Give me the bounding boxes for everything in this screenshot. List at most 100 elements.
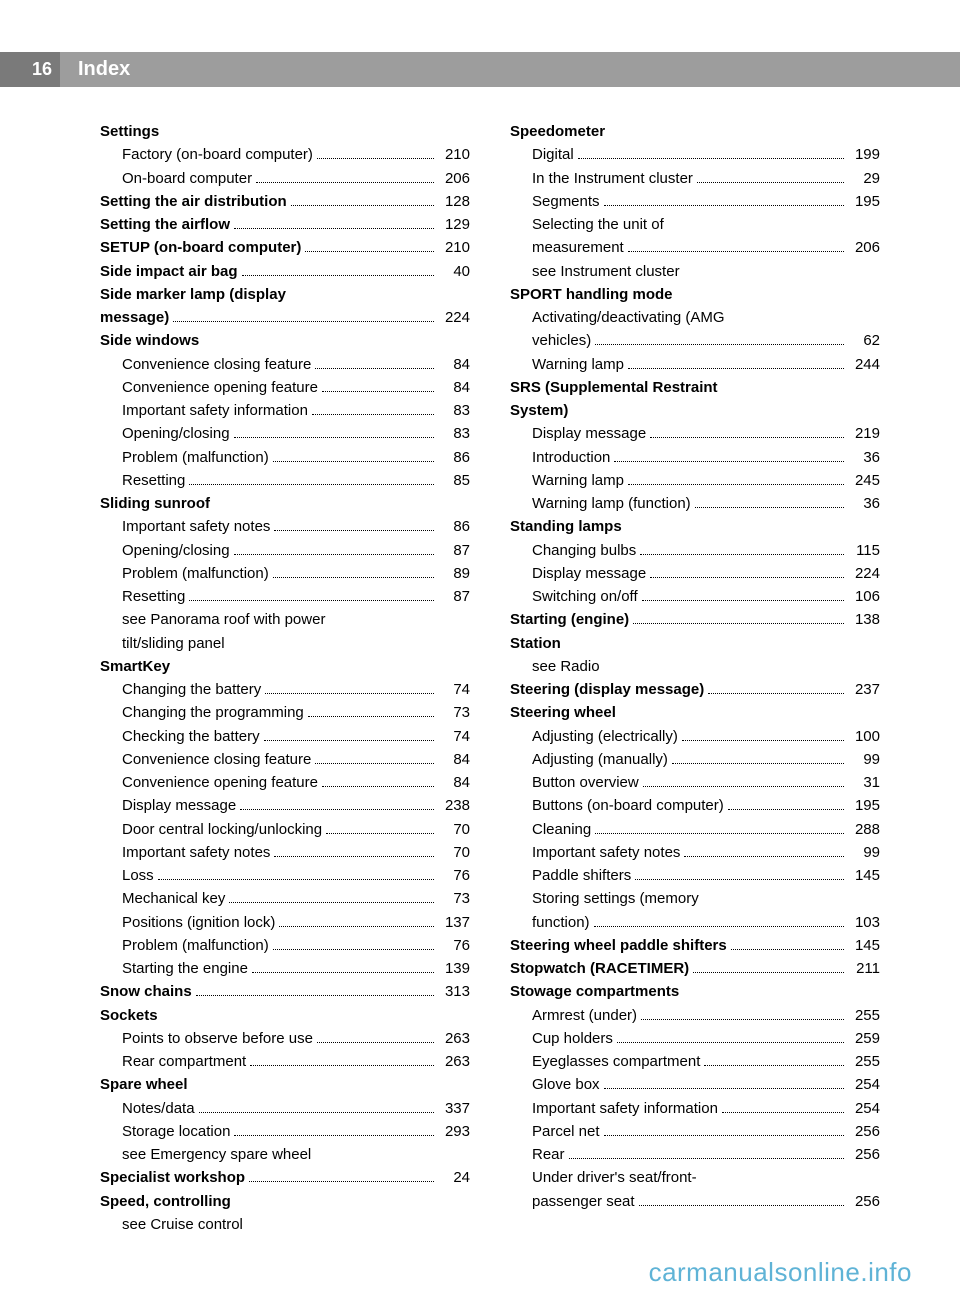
entry-page: 73 bbox=[438, 887, 470, 910]
index-entry: Specialist workshop 24 bbox=[100, 1166, 470, 1189]
leader-dots bbox=[635, 868, 844, 880]
entry-page: 263 bbox=[438, 1050, 470, 1073]
index-entry: Side impact air bag40 bbox=[100, 260, 470, 283]
index-subentry: Important safety notes99 bbox=[510, 841, 880, 864]
index-subentry: Adjusting (manually) 99 bbox=[510, 748, 880, 771]
entry-label: Important safety information bbox=[122, 399, 308, 422]
index-heading: Side windows bbox=[100, 329, 470, 352]
entry-label: function) bbox=[532, 911, 590, 934]
entry-label: Mechanical key bbox=[122, 887, 225, 910]
leader-dots bbox=[640, 543, 844, 555]
index-subentry: vehicles)62 bbox=[510, 329, 880, 352]
index-subentry: Storing settings (memory bbox=[510, 887, 880, 910]
leader-dots bbox=[189, 589, 434, 601]
leader-dots bbox=[704, 1054, 844, 1066]
index-subentry: Switching on/off106 bbox=[510, 585, 880, 608]
index-crossref: see Instrument cluster bbox=[510, 260, 880, 283]
entry-page: 84 bbox=[438, 353, 470, 376]
index-subentry: Important safety notes86 bbox=[100, 515, 470, 538]
entry-page: 85 bbox=[438, 469, 470, 492]
index-heading: Side marker lamp (display bbox=[100, 283, 470, 306]
index-subentry: Convenience closing feature 84 bbox=[100, 748, 470, 771]
entry-label: Adjusting (manually) bbox=[532, 748, 668, 771]
index-subentry: function)103 bbox=[510, 911, 880, 934]
entry-page: 137 bbox=[438, 911, 470, 934]
index-subentry: Digital199 bbox=[510, 143, 880, 166]
leader-dots bbox=[274, 845, 434, 857]
entry-page: 87 bbox=[438, 539, 470, 562]
entry-label: Opening/closing bbox=[122, 422, 230, 445]
entry-label: Side impact air bag bbox=[100, 260, 238, 283]
index-heading: Speed, controlling bbox=[100, 1190, 470, 1213]
entry-page: 293 bbox=[438, 1120, 470, 1143]
index-subentry: Display message238 bbox=[100, 794, 470, 817]
entry-label: Problem (malfunction) bbox=[122, 446, 269, 469]
leader-dots bbox=[628, 473, 844, 485]
index-crossref: see Radio bbox=[510, 655, 880, 678]
index-heading: Sliding sunroof bbox=[100, 492, 470, 515]
entry-label: Button overview bbox=[532, 771, 639, 794]
page: 16 Index SettingsFactory (on-board compu… bbox=[0, 0, 960, 1302]
entry-label: SETUP (on-board computer) bbox=[100, 236, 301, 259]
leader-dots bbox=[697, 171, 844, 183]
entry-label: measurement bbox=[532, 236, 624, 259]
entry-page: 195 bbox=[848, 794, 880, 817]
entry-page: 99 bbox=[848, 748, 880, 771]
entry-label: Display message bbox=[532, 422, 646, 445]
entry-label: passenger seat bbox=[532, 1190, 635, 1213]
entry-label: Important safety information bbox=[532, 1097, 718, 1120]
entry-page: 84 bbox=[438, 748, 470, 771]
entry-page: 86 bbox=[438, 446, 470, 469]
index-subentry: measurement206 bbox=[510, 236, 880, 259]
leader-dots bbox=[234, 217, 434, 229]
entry-page: 31 bbox=[848, 771, 880, 794]
entry-page: 29 bbox=[848, 167, 880, 190]
index-subentry: Warning lamp245 bbox=[510, 469, 880, 492]
index-entry: Steering (display message)237 bbox=[510, 678, 880, 701]
entry-label: Specialist workshop bbox=[100, 1166, 245, 1189]
entry-page: 337 bbox=[438, 1097, 470, 1120]
index-subentry: Resetting87 bbox=[100, 585, 470, 608]
index-subentry: Display message219 bbox=[510, 422, 880, 445]
entry-page: 86 bbox=[438, 515, 470, 538]
index-heading: Settings bbox=[100, 120, 470, 143]
entry-page: 84 bbox=[438, 771, 470, 794]
index-subentry: Checking the battery74 bbox=[100, 725, 470, 748]
leader-dots bbox=[728, 798, 844, 810]
index-entry: Stopwatch (RACETIMER)211 bbox=[510, 957, 880, 980]
entry-label: Warning lamp bbox=[532, 353, 624, 376]
entry-label: Problem (malfunction) bbox=[122, 562, 269, 585]
leader-dots bbox=[279, 915, 434, 927]
header-bar: 16 Index bbox=[0, 52, 960, 87]
entry-page: 100 bbox=[848, 725, 880, 748]
entry-page: 87 bbox=[438, 585, 470, 608]
index-subentry: Convenience opening feature84 bbox=[100, 376, 470, 399]
leader-dots bbox=[305, 240, 434, 252]
index-subentry: Cup holders259 bbox=[510, 1027, 880, 1050]
entry-page: 36 bbox=[848, 446, 880, 469]
entry-label: Door central locking/unlocking bbox=[122, 818, 322, 841]
entry-page: 139 bbox=[438, 957, 470, 980]
entry-page: 255 bbox=[848, 1050, 880, 1073]
entry-label: Warning lamp (function) bbox=[532, 492, 691, 515]
index-subentry: Storage location293 bbox=[100, 1120, 470, 1143]
index-subentry: passenger seat256 bbox=[510, 1190, 880, 1213]
index-subentry: Problem (malfunction)76 bbox=[100, 934, 470, 957]
leader-dots bbox=[695, 496, 844, 508]
entry-label: In the Instrument cluster bbox=[532, 167, 693, 190]
entry-label: Warning lamp bbox=[532, 469, 624, 492]
index-subentry: Selecting the unit of bbox=[510, 213, 880, 236]
entry-label: Starting the engine bbox=[122, 957, 248, 980]
entry-page: 24 bbox=[438, 1166, 470, 1189]
leader-dots bbox=[250, 1054, 434, 1066]
entry-label: Convenience closing feature bbox=[122, 748, 311, 771]
leader-dots bbox=[308, 705, 434, 717]
index-heading: SmartKey bbox=[100, 655, 470, 678]
index-subentry: Convenience opening feature84 bbox=[100, 771, 470, 794]
entry-label: Checking the battery bbox=[122, 725, 260, 748]
entry-page: 244 bbox=[848, 353, 880, 376]
entry-page: 145 bbox=[848, 934, 880, 957]
index-subentry: Positions (ignition lock)137 bbox=[100, 911, 470, 934]
index-subentry: Points to observe before use263 bbox=[100, 1027, 470, 1050]
index-subentry: Display message224 bbox=[510, 562, 880, 585]
